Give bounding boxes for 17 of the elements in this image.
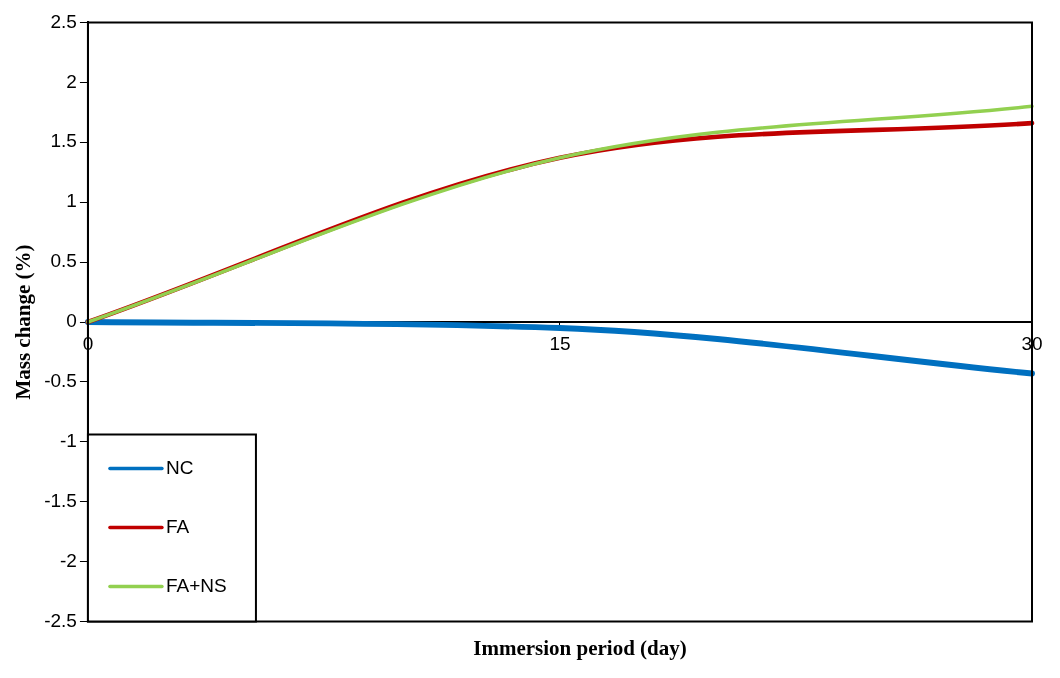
y-tick-label: 2 [66,70,77,92]
y-tick-label: -0.5 [44,370,77,392]
x-axis-title: Immersion period (day) [472,636,688,661]
y-tick-label: 1.5 [50,130,77,152]
legend-label: FA+NS [165,574,227,596]
legend-label: NC [165,456,194,478]
legend-label: FA [165,515,190,537]
y-tick-label: -2 [60,549,77,571]
y-tick-label: 2.5 [50,10,77,32]
y-tick-label: -1 [60,430,77,452]
y-tick-label: 0.5 [50,250,77,272]
y-axis-title: Mass change (%) [11,244,36,400]
y-tick-label: -1.5 [44,489,77,511]
y-tick-label: 1 [66,190,77,212]
y-tick-label: 0 [66,310,77,332]
y-tick-label: -2.5 [44,609,77,631]
x-tick-label: 15 [549,332,571,354]
